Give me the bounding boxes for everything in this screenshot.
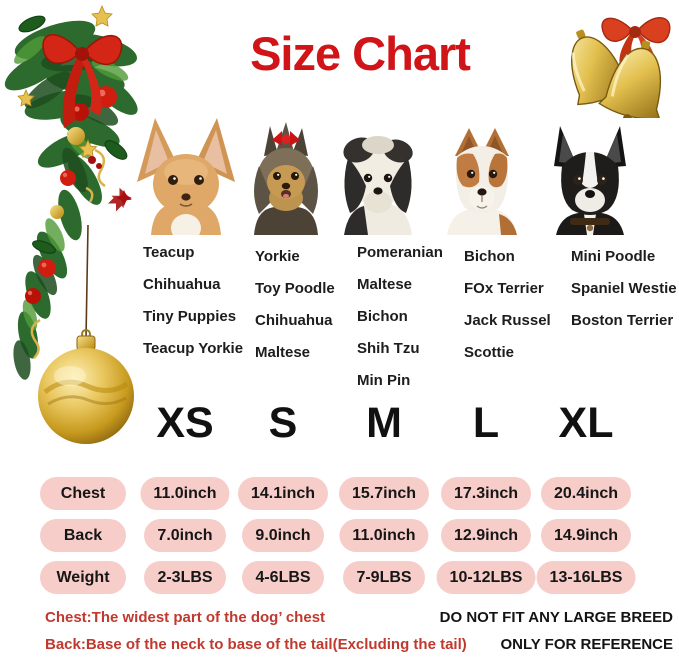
- note-warning: DO NOT FIT ANY LARGE BREED: [439, 609, 673, 626]
- table-cell: 11.0inch: [339, 519, 429, 552]
- breed-name: Bichon: [357, 308, 408, 325]
- christmas-garland-icon: [0, 0, 150, 460]
- note-reference: ONLY FOR REFERENCE: [500, 636, 673, 653]
- breed-name: Yorkie: [255, 248, 300, 265]
- jingle-bells-icon: [540, 0, 679, 124]
- breed-name: Scottie: [464, 344, 515, 361]
- table-cell: 7-9LBS: [343, 561, 425, 594]
- table-cell: 7.0inch: [144, 519, 226, 552]
- table-cell: 4-6LBS: [242, 561, 324, 594]
- breed-name: Boston Terrier: [571, 312, 674, 329]
- table-cell: 9.0inch: [242, 519, 324, 552]
- table-cell: 14.9inch: [540, 519, 632, 552]
- row-label-chest: Chest: [40, 477, 126, 510]
- breed-name: Mini Poodle: [571, 248, 656, 265]
- size-header-m: M: [366, 399, 402, 447]
- breed-list-l: Bichon FOx Terrier Jack Russel Scottie: [464, 241, 551, 369]
- row-label-weight: Weight: [40, 561, 126, 594]
- table-cell: 17.3inch: [440, 477, 532, 510]
- note-back-definition: Back:Base of the neck to base of the tai…: [45, 636, 467, 653]
- table-cell: 14.1inch: [237, 477, 329, 510]
- breed-list-s: Yorkie Toy Poodle Chihuahua Maltese: [255, 241, 335, 369]
- breed-list-m: Pomeranian Maltese Bichon Shih Tzu Min P…: [357, 237, 443, 397]
- size-header-s: S: [268, 399, 298, 447]
- table-cell: 13-16LBS: [536, 561, 636, 594]
- size-header-xs: XS: [156, 399, 214, 447]
- dog-photo-jack-russell: [443, 122, 521, 240]
- row-label-back: Back: [40, 519, 126, 552]
- breed-name: FOx Terrier: [464, 280, 544, 297]
- table-cell: 15.7inch: [338, 477, 430, 510]
- table-cell: 10-12LBS: [436, 561, 536, 594]
- breed-name: Pomeranian: [357, 244, 443, 261]
- breed-name: Teacup: [143, 244, 195, 261]
- table-cell: 20.4inch: [540, 477, 632, 510]
- table-cell: 12.9inch: [440, 519, 532, 552]
- breed-name: Jack Russel: [464, 312, 551, 329]
- breed-name: Spaniel Westie: [571, 280, 677, 297]
- breed-name: Shih Tzu: [357, 340, 420, 357]
- breed-name: Chihuahua: [143, 276, 221, 293]
- breed-name: Chihuahua: [255, 312, 333, 329]
- breed-name: Bichon: [464, 248, 515, 265]
- breed-name: Toy Poodle: [255, 280, 335, 297]
- note-chest-definition: Chest:The widest part of the dog’ chest: [45, 609, 326, 626]
- breed-list-xl: Mini Poodle Spaniel Westie Boston Terrie…: [571, 241, 677, 337]
- breed-name: Teacup Yorkie: [143, 340, 244, 357]
- size-header-l: L: [472, 399, 500, 447]
- dog-photo-shih-tzu: [338, 128, 418, 240]
- dog-photo-yorkie: [246, 122, 326, 240]
- breed-name: Min Pin: [357, 372, 411, 389]
- breed-list-xs: Teacup Chihuahua Tiny Puppies Teacup Yor…: [143, 237, 243, 365]
- table-cell: 11.0inch: [140, 477, 230, 510]
- dog-photo-boston-terrier: [550, 122, 630, 240]
- size-header-xl: XL: [558, 399, 614, 447]
- table-cell: 2-3LBS: [144, 561, 226, 594]
- page-title: Size Chart: [250, 27, 471, 80]
- breed-name: Maltese: [255, 344, 311, 361]
- breed-name: Maltese: [357, 276, 413, 293]
- breed-name: Tiny Puppies: [143, 308, 237, 325]
- dog-photo-chihuahua: [131, 112, 241, 242]
